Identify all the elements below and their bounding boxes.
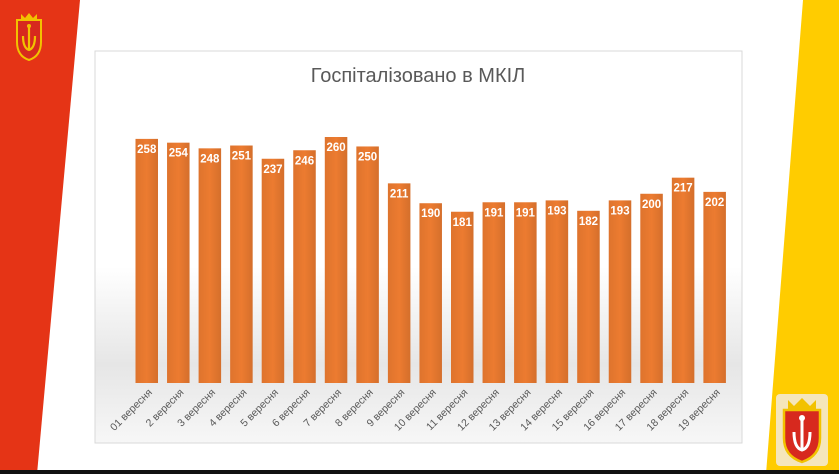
- bottom-dark-band: [0, 470, 839, 474]
- data-label-19: 202: [705, 197, 724, 209]
- data-label-15: 182: [579, 216, 598, 228]
- bar-shade-11: [451, 211, 474, 383]
- data-label-5: 237: [263, 164, 282, 176]
- data-label-11: 181: [453, 217, 473, 229]
- data-label-10: 190: [421, 208, 440, 220]
- data-label-13: 191: [516, 207, 536, 219]
- bar-shade-19: [703, 191, 726, 383]
- bar-shade-12: [482, 202, 506, 383]
- odesa-coat-of-arms-icon-bottom: [776, 394, 828, 466]
- bar-shade-4: [230, 145, 253, 383]
- right-yellow-stripe: [766, 0, 839, 474]
- data-label-18: 217: [674, 183, 693, 195]
- left-red-stripe: [0, 0, 80, 474]
- data-label-14: 193: [547, 205, 566, 217]
- data-label-7: 260: [326, 142, 345, 154]
- data-label-12: 191: [484, 207, 504, 219]
- bar-shade-5: [261, 158, 285, 383]
- bar-shade-3: [198, 148, 222, 383]
- bar-shade-10: [419, 203, 442, 383]
- bar-shade-17: [640, 193, 663, 383]
- data-label-6: 246: [295, 155, 314, 167]
- data-label-9: 211: [390, 188, 409, 200]
- data-label-17: 200: [642, 199, 661, 211]
- chart-title: Госпіталізовано в МКІЛ: [311, 65, 526, 87]
- bar-shade-6: [293, 150, 316, 383]
- bar-shade-16: [608, 200, 632, 383]
- data-label-16: 193: [610, 205, 629, 217]
- data-label-3: 248: [200, 153, 220, 165]
- bar-shade-1: [135, 138, 158, 383]
- bars-layer: [135, 137, 726, 383]
- bar-shade-9: [387, 183, 411, 383]
- bar-shade-13: [514, 202, 537, 383]
- data-label-1: 258: [137, 144, 157, 156]
- data-label-4: 251: [232, 151, 252, 163]
- bar-shade-18: [671, 177, 695, 383]
- bar-shade-2: [167, 142, 190, 383]
- bar-shade-15: [577, 210, 600, 383]
- bar-shade-8: [356, 146, 379, 383]
- bar-shade-14: [545, 200, 569, 383]
- data-labels-layer: 258 254 248 251 237 246 260 250 211 190 181 191 191 1…: [137, 142, 724, 229]
- bar-shade-7: [324, 137, 348, 383]
- data-label-2: 254: [169, 148, 189, 160]
- data-label-8: 250: [358, 151, 377, 163]
- odesa-coat-of-arms-icon: [16, 13, 42, 62]
